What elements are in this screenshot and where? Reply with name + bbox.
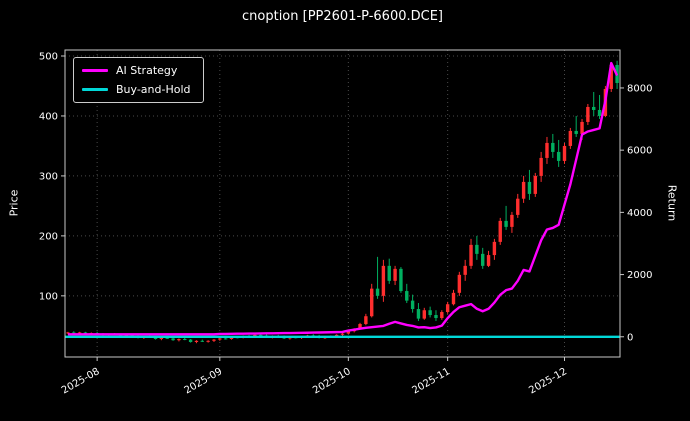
left-tick-label: 100 <box>39 291 58 302</box>
chart-title: cnoption [PP2601-P-6600.DCE] <box>242 9 443 24</box>
right-tick-label: 2000 <box>627 270 652 281</box>
x-tick-label: 2025-12 <box>527 366 569 396</box>
legend: AI Strategy Buy-and-Hold <box>73 57 204 103</box>
x-tick-label: 2025-10 <box>311 366 353 396</box>
right-tick-label: 0 <box>627 332 633 343</box>
x-tick-label: 2025-08 <box>60 366 102 396</box>
ai-strategy-line-swatch <box>82 69 108 72</box>
right-tick-label: 8000 <box>627 83 652 94</box>
plot-border <box>64 49 621 358</box>
ai-strategy-line <box>67 61 619 336</box>
legend-label-buy-and-hold: Buy-and-Hold <box>116 83 191 96</box>
candlesticks <box>66 60 619 344</box>
legend-item-ai-strategy: AI Strategy <box>82 64 191 77</box>
x-tick-label: 2025-11 <box>410 366 452 396</box>
left-tick-label: 500 <box>39 51 58 62</box>
legend-label-ai-strategy: AI Strategy <box>116 64 178 77</box>
axis-ticks: 100 200 300 400 500 0 2000 4000 6000 8000 2025-08 2… <box>39 51 653 396</box>
right-tick-label: 4000 <box>627 208 652 219</box>
right-tick-label: 6000 <box>627 146 652 157</box>
legend-item-buy-and-hold: Buy-and-Hold <box>82 83 191 96</box>
left-tick-label: 300 <box>39 171 58 182</box>
x-tick-label: 2025-09 <box>183 366 225 396</box>
buy-and-hold-line-swatch <box>82 88 108 91</box>
left-tick-label: 400 <box>39 111 58 122</box>
grid <box>65 50 620 357</box>
left-tick-label: 200 <box>39 231 58 242</box>
